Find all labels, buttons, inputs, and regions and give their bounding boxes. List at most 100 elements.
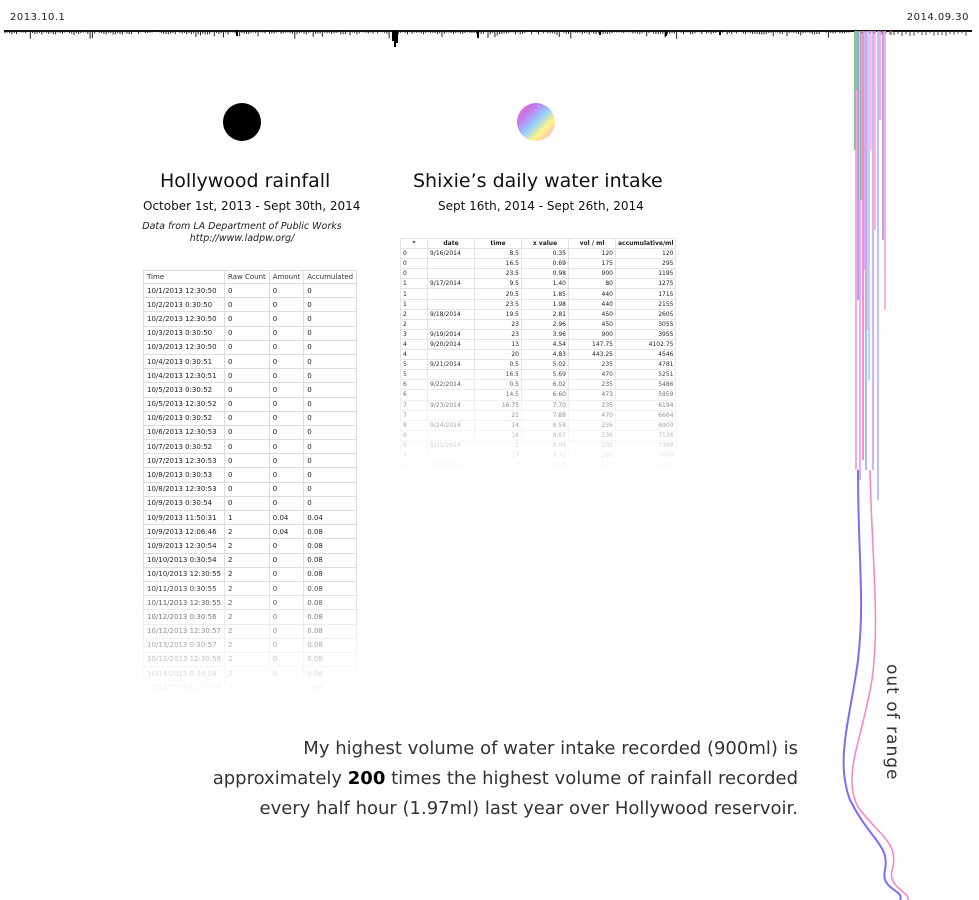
water-table-cell: 9.71	[521, 449, 569, 462]
water-table-cell: 21	[474, 409, 522, 421]
water-table-cell: 2.81	[521, 308, 569, 320]
water-table-cell: 6	[400, 379, 428, 391]
rainfall-source-link[interactable]: http://www.ladpw.org/	[189, 233, 295, 244]
water-table-cell: 5959	[614, 389, 677, 401]
water-intake-overflow-line	[842, 469, 902, 900]
rainfall-table-row: 10/10/2013 12:30:55 2 0 0.08	[142, 566, 358, 582]
rainfall-legend-dot	[223, 103, 261, 141]
rainfall-table-cell: 0	[303, 382, 358, 398]
water-table-header-3: x value	[521, 237, 569, 250]
rainfall-source: Data from LA Department of Public Works …	[122, 221, 362, 245]
rainfall-table-row: 10/1/2013 12:30:50 0 0 0	[142, 282, 358, 299]
water-table-cell: 6194	[614, 399, 677, 411]
water-table-cell: 9/26/2014	[427, 460, 475, 472]
rainfall-table-cell: 2	[224, 609, 270, 625]
water-table-cell	[427, 298, 475, 310]
water-table-cell: 9	[400, 449, 428, 462]
rainfall-table-cell: 0	[303, 325, 358, 341]
water-table-cell: 7368	[614, 439, 677, 451]
water-table-row: 4 20 4.83 443.25 4546	[400, 349, 677, 361]
rainfall-table-cell: 0	[224, 368, 270, 384]
water-table-cell: 7	[400, 409, 428, 421]
rainfall-table-cell: 0	[303, 453, 358, 469]
water-table-cell: 6.02	[521, 379, 569, 391]
rainfall-table-cell: 0	[303, 424, 358, 441]
water-table-cell: 16.5	[474, 369, 522, 381]
rainfall-table-row: 10/5/2013 0:30:52 0 0 0	[142, 382, 358, 398]
rainfall-table-row: 10/9/2013 0:30:54 0 0 0	[142, 495, 358, 512]
rainfall-table-cell: 0.08	[303, 651, 358, 668]
rainfall-table-row: 10/10/2013 0:30:54 2 0 0.08	[142, 552, 358, 568]
water-table-cell: 13	[474, 338, 522, 351]
water-table-cell: 0.98	[521, 268, 569, 280]
rainfall-table-cell: 2	[224, 651, 270, 668]
water-table-cell: 18	[474, 429, 522, 441]
rainfall-table-cell: 0	[303, 439, 358, 455]
water-table-cell: 6664	[614, 409, 677, 421]
rainfall-table-row: 10/7/2013 0:30:52 0 0 0	[142, 439, 358, 455]
timeline-end-date: 2014.09.30	[906, 12, 969, 23]
rainfall-title: Hollywood rainfall	[160, 170, 331, 192]
water-table-cell	[427, 429, 475, 441]
rainfall-table-cell: 0	[268, 439, 305, 455]
rainfall-table-cell: 2	[224, 566, 270, 582]
water-table-row: 6 9/22/2014 0.5 6.02 235 5486	[400, 379, 677, 391]
rainfall-table-row: 10/3/2013 12:30:50 0 0 0	[142, 339, 358, 355]
water-table-cell: 235	[568, 359, 616, 371]
water-table-cell: 0.5	[474, 379, 522, 391]
water-table-cell: 9/18/2014	[427, 308, 475, 320]
rainfall-table-cell: 0	[303, 353, 358, 370]
water-table-row: 5 9/21/2014 0.5 5.02 235 4781	[400, 359, 677, 371]
rainfall-table-cell: 0	[224, 453, 270, 469]
rainfall-table-cell: 10/2/2013 0:30:50	[142, 297, 226, 313]
water-table-cell: 10	[400, 460, 428, 472]
rainfall-table-cell: 0	[268, 495, 305, 512]
water-table-cell: 1.40	[521, 278, 569, 290]
rainfall-table-cell: 0	[303, 311, 358, 327]
water-table-cell: 7835	[614, 460, 677, 472]
rainfall-table-cell: 2	[224, 595, 270, 611]
rainfall-table-cell: 0	[224, 396, 270, 412]
rainfall-table-cell: 0	[303, 396, 358, 412]
water-table-cell: 9.5	[474, 278, 522, 290]
water-table-cell: 1.85	[521, 288, 569, 300]
rainfall-table-cell: 10/8/2013 12:30:53	[142, 481, 226, 497]
water-table-cell: 14.5	[474, 389, 522, 401]
rainfall-table-cell: 0	[268, 623, 305, 639]
water-table-cell	[427, 258, 475, 270]
rainfall-table-cell: 2	[224, 623, 270, 639]
rainfall-table-row: 10/2/2013 12:30:50 0 0 0	[142, 311, 358, 327]
rainfall-table-cell: 10/12/2013 12:30:57	[142, 623, 226, 639]
rainfall-table-cell: 10/7/2013 0:30:52	[142, 439, 226, 455]
rainfall-table-cell: 10/13/2013 12:30:58	[142, 651, 226, 668]
water-table-cell: 3955	[614, 328, 677, 340]
rainfall-table-cell: 0	[268, 353, 305, 370]
rainfall-table-cell: 2	[224, 637, 270, 653]
rainfall-table-cell: 2	[224, 552, 270, 568]
rainfall-table-cell: 10/10/2013 0:30:54	[142, 552, 226, 568]
rainfall-table-row: 10/8/2013 12:30:53 0 0 0	[142, 481, 358, 497]
rainfall-table-cell: 0	[268, 609, 305, 625]
water-table-header-0: *	[400, 237, 428, 250]
water-table-cell	[427, 389, 475, 401]
water-table-cell: 232	[568, 439, 616, 451]
water-table-cell: 2.96	[521, 318, 569, 330]
rainfall-table-cell: 0	[303, 467, 358, 483]
rainfall-table-cell: 0.08	[303, 524, 358, 540]
water-table-cell: 443.25	[568, 349, 616, 361]
water-table-row: 7 9/23/2014 16.75 7.70 235 6194	[400, 399, 677, 411]
water-table-cell: 16.75	[474, 399, 522, 411]
water-table-cell: 120	[614, 248, 677, 260]
timeline-start-date: 2013.10.1	[10, 12, 66, 23]
water-table-cell: 1	[474, 439, 522, 451]
water-table-cell: 295	[614, 258, 677, 270]
water-table-cell: 5	[400, 369, 428, 381]
rainfall-table-cell: 10/10/2013 12:30:55	[142, 566, 226, 582]
water-table-cell: 8.67	[521, 429, 569, 441]
water-table-cell: 2	[400, 318, 428, 330]
rainfall-table-cell: 2	[224, 680, 270, 696]
rainfall-table-cell: 2	[224, 538, 270, 554]
water-table-cell: 23.5	[474, 298, 522, 310]
water-table-cell: 20	[474, 349, 522, 361]
